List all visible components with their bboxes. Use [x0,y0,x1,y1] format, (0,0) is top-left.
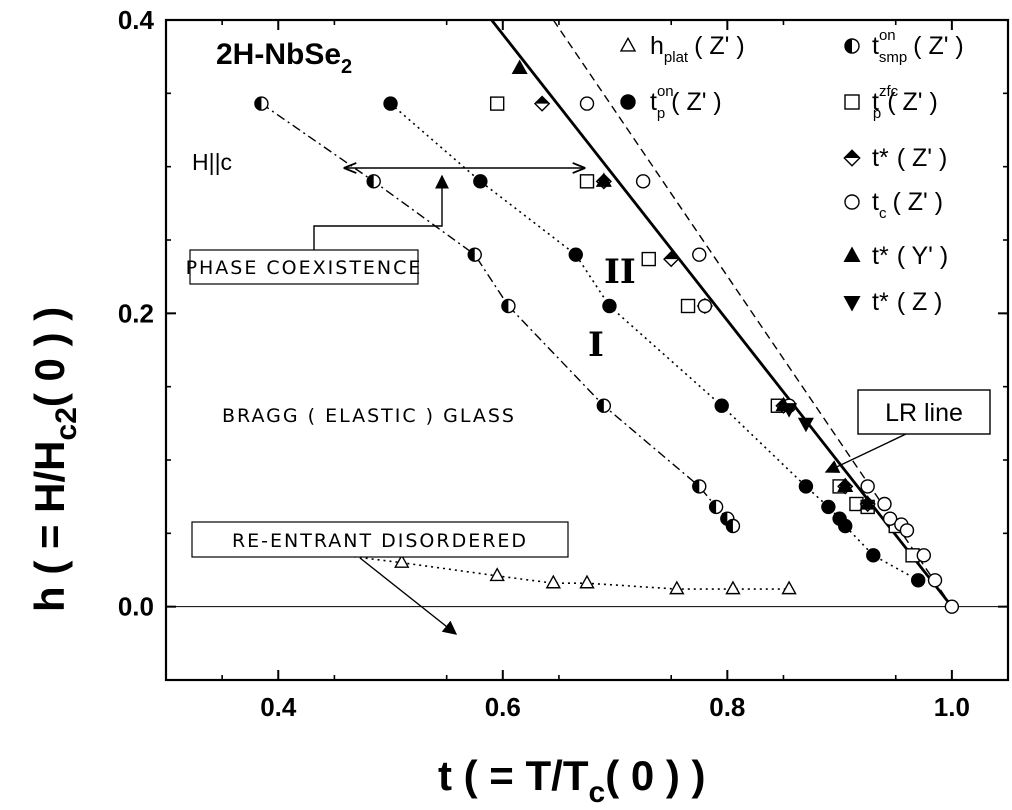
data-point-tpon [602,298,617,314]
y-tick-label: 0.4 [118,5,155,35]
data-point-tc [877,496,892,512]
data-point-tpon [866,548,881,563]
y-tick-label: 0.2 [118,298,154,328]
data-point-tpon [838,518,853,534]
data-point-tc [860,479,875,494]
data-point-tsmp [692,479,707,494]
y-axis-label-sub: c2 [50,407,83,440]
data-point-tc [692,247,707,262]
data-point-tsmp [254,96,269,111]
legend-label-tsmp: ton smp( Z' ) [872,27,964,66]
data-point-tpzfc [680,298,696,314]
data-point-tsmp [708,499,724,515]
legend-label-tc: tc( Z' ) [872,188,943,222]
data-point-tstarZp [663,250,680,268]
legend-marker-hplat [619,36,637,52]
data-point-tc [697,298,713,314]
data-point-hplat [545,574,562,589]
data-point-tstarZ [797,417,814,433]
data-point-tstarYp [837,477,854,492]
legend-marker-tstarYp [843,246,861,262]
data-point-tstarYp [859,495,876,510]
data-point-tpon [910,573,926,588]
data-point-tpon [473,174,488,189]
data-point-tpon [568,247,583,262]
x-tick-label: 0.6 [485,692,521,722]
phase-coexistence-text: PHASE COEXISTENCE [186,257,423,279]
data-point-hplat [394,554,410,568]
legend-label-tpon: ton p( Z' ) [650,83,722,122]
data-point-tsmp [501,298,516,314]
x-tick-label: 0.8 [709,692,745,722]
reentrant-box [191,521,569,558]
x-tick-label: 0.4 [260,692,297,722]
legend-marker-tpzfc [844,94,860,110]
data-point-tc [899,523,915,538]
chart-title: 2H-NbSe2 [216,38,352,78]
data-point-tstarZ [781,403,798,418]
y-axis-label-end: ( 0 ) ) [26,307,73,407]
data-point-tpzfc [489,96,505,111]
data-point-tsmp [366,174,381,189]
data-point-tstarZp [533,95,551,112]
data-point-tc [579,96,595,111]
reentrant-pointer [359,557,458,635]
legend-label-tstarZ: t*( Z ) [872,288,943,316]
y-tick-label: 0.0 [118,592,154,622]
legend-marker-tstarZp [843,149,861,167]
data-point-tc [927,573,943,588]
x-axis-label-end: ( 0 ) ) [605,752,705,799]
data-point-tsmp [596,398,612,413]
legend-label-tstarYp: t*( Y' ) [872,242,948,270]
data-point-hplat [579,574,595,589]
data-point-tc [916,548,931,563]
x-axis-label-sub: c [589,776,606,809]
legend-label-tpzfc: tzfc p( Z' ) [872,83,938,122]
plot-frame [164,18,1010,682]
field-direction-label: H||c [192,149,232,175]
legend-marker-tsmp [844,38,860,54]
data-point-tc [882,511,898,526]
legend-label-hplat: hplat( Z' ) [650,32,745,66]
data-point-hplat [725,580,741,595]
region-1-label: I [588,325,604,365]
data-point-tsmp [725,518,741,534]
guide-line-dashdot [261,103,734,527]
data-point-hplat [781,580,797,595]
data-point-tpon [798,479,814,494]
data-point-tc [635,174,651,189]
data-point-hplat [669,580,685,595]
data-point-tpon [821,499,836,515]
x-axis-label: t ( = T/Tc( 0 ) ) [438,752,706,809]
data-point-tsmp [467,247,482,262]
chart-title-sub: 2 [341,56,352,78]
data-point-tstarYp [511,59,528,74]
phase-coexistence-box [189,249,419,285]
lr-line-pointer [824,433,907,473]
lr-line-box [857,389,991,435]
reentrant-text: RE-ENTRANT DISORDERED [232,530,528,552]
legend-label-tstarZp: t*( Z' ) [872,144,947,172]
legend-marker-tc [844,194,860,210]
guide-line-dotted [390,102,919,581]
data-point-tpon [383,96,398,111]
legend-marker-tpon [620,94,636,110]
x-tick-label: 1.0 [934,692,970,722]
data-point-tpon [714,398,729,413]
data-point-tstarYp [595,172,612,187]
bragg-glass-label: BRAGG ( ELASTIC ) GLASS [222,405,516,427]
coexistence-pointer [313,174,449,250]
data-point-hplat [489,567,505,582]
region-2-label: II [604,252,636,292]
lr-line-text: LR line [885,399,963,427]
legend-marker-tstarZ [843,296,861,312]
data-point-tpzfc [641,251,656,267]
data-point-tpzfc [579,174,595,189]
y-axis-label: h ( = H/Hc2( 0 ) ) [26,307,83,612]
data-point-tc [944,599,960,614]
